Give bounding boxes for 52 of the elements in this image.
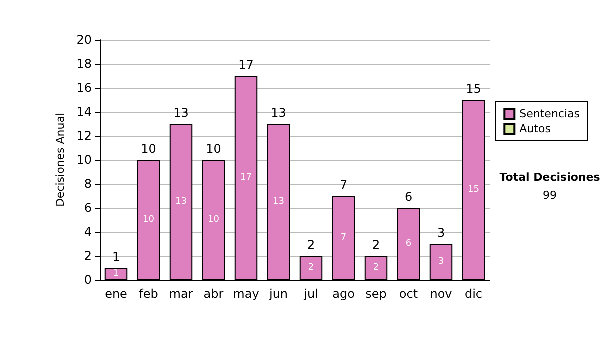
total-label: 13 <box>271 106 286 120</box>
data-label: 6 <box>406 239 412 249</box>
legend-label: Sentencias <box>520 108 580 120</box>
total-label: 13 <box>174 106 189 120</box>
y-axis-title: Decisiones Anual <box>54 112 67 208</box>
total-label: 15 <box>466 82 482 96</box>
y-tick-label: 2 <box>84 249 92 263</box>
y-tick-label: 4 <box>84 225 92 239</box>
x-tick-label: mar <box>169 287 194 301</box>
total-label: 2 <box>307 238 316 252</box>
x-tick-label: abr <box>204 287 224 301</box>
y-tick-label: 14 <box>76 105 92 119</box>
data-label: 1 <box>113 269 120 279</box>
total-label: 6 <box>404 190 413 204</box>
data-label: 2 <box>308 263 314 273</box>
y-tick-label: 16 <box>76 81 92 95</box>
x-tick-label: feb <box>139 287 158 301</box>
y-tick-label: 0 <box>84 273 92 287</box>
total-label: 2 <box>372 238 380 252</box>
y-tick-label: 10 <box>76 153 92 167</box>
x-tick-label: oct <box>399 287 418 301</box>
data-label: 2 <box>373 263 380 273</box>
total-label: 10 <box>141 142 156 156</box>
text: Total Decisiones <box>500 171 600 184</box>
legend-label: Autos <box>520 122 552 136</box>
y-tick-label: 12 <box>76 129 92 143</box>
y-tick-label: 8 <box>84 177 92 191</box>
y-tick-label: 6 <box>84 201 92 215</box>
total-label: 10 <box>206 142 222 156</box>
data-label: 15 <box>468 185 480 195</box>
data-label: 10 <box>208 215 220 225</box>
x-tick-label: jun <box>268 287 288 301</box>
text: 99 <box>543 189 557 202</box>
total-label: 3 <box>437 226 446 240</box>
total-label: 1 <box>112 250 120 264</box>
y-tick-label: 20 <box>76 33 92 47</box>
total-label: 7 <box>340 178 348 192</box>
data-label: 13 <box>176 197 187 207</box>
data-label: 17 <box>240 173 252 183</box>
x-tick-label: may <box>233 287 260 301</box>
x-tick-label: dic <box>464 287 483 301</box>
x-tick-label: ago <box>332 287 355 301</box>
data-label: 7 <box>340 233 347 243</box>
data-label: 13 <box>273 197 284 207</box>
x-tick-label: nov <box>430 287 452 301</box>
total-label: 17 <box>238 58 254 72</box>
x-tick-label: ene <box>105 287 128 301</box>
y-tick-label: 18 <box>76 57 92 71</box>
x-tick-label: sep <box>366 287 387 301</box>
data-label: 3 <box>438 257 444 267</box>
x-tick-label: jul <box>303 287 318 301</box>
data-label: 10 <box>143 215 155 225</box>
